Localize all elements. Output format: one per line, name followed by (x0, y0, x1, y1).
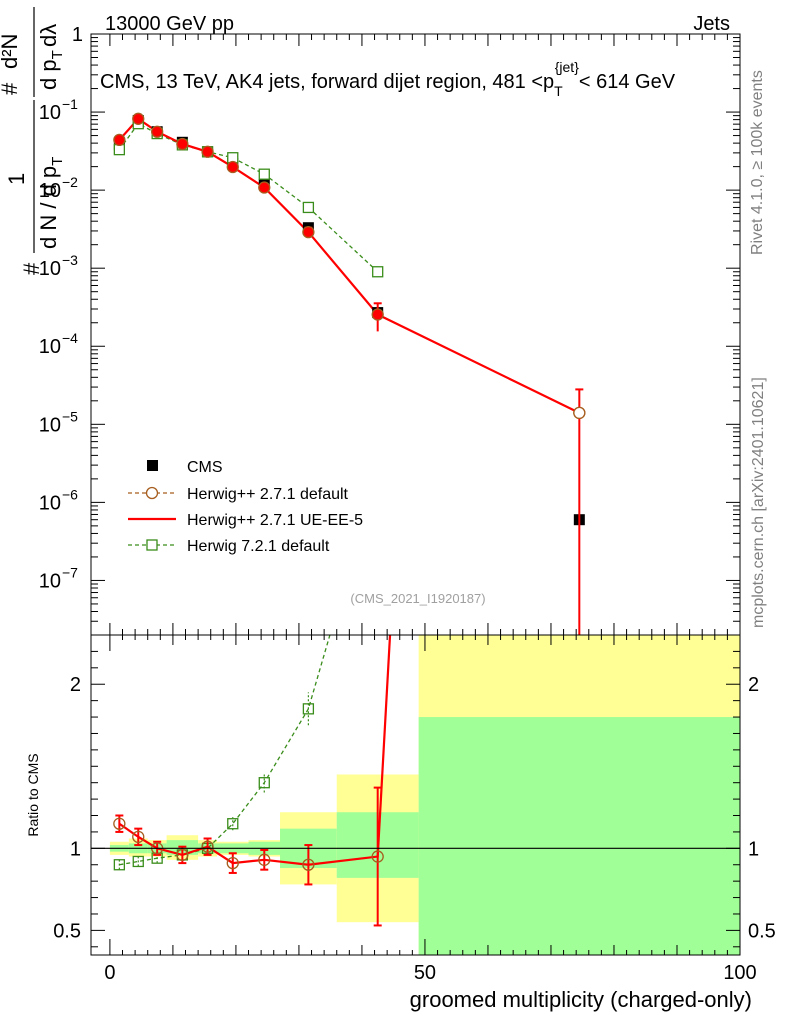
herwigpp-point (226, 160, 239, 174)
ratio-herwig7-point (113, 859, 126, 871)
y-tick-label: 10 (39, 492, 61, 514)
legend-label-cms: CMS (187, 459, 223, 476)
herwigpp-point (151, 125, 164, 138)
x-tick-label: 50 (414, 962, 436, 984)
legend-item-herwig7: Herwig 7.2.1 default (128, 538, 330, 555)
ratio-herwig7-point (302, 703, 315, 715)
legend-marker-herwigpp-default (145, 486, 159, 500)
ratio-herwig7-line (119, 635, 331, 866)
plot-title-tail: < 614 GeV (579, 71, 676, 93)
ratio-herwigpp-ueee5-line (118, 635, 392, 866)
ratio-uncertainty-bands (109, 635, 740, 955)
ratio-plot-axes: 0.5 0.5 1 1 2 2 0 50 100 (53, 634, 776, 984)
mcplots-label: mcplots.cern.ch [arXiv:2401.10621] (750, 377, 767, 628)
ratio-herwigpp-point (371, 850, 384, 863)
herwigpp-default-line (118, 117, 580, 414)
ylabel-hash-right: # (0, 82, 22, 95)
ratio-y-axis-label: Ratio to CMS (25, 753, 41, 836)
analysis-id-watermark: (CMS_2021_I1920187) (350, 591, 485, 606)
ylabel-denominator: d N / d pT (36, 157, 66, 249)
herwig7-point (302, 201, 315, 214)
y-tick-exponent: −5 (62, 408, 78, 424)
ratio-herwigpp-point (201, 840, 214, 853)
y-tick-exponent: −2 (62, 174, 78, 190)
ratio-y-tick-label: 2 (70, 674, 81, 696)
ratio-y-tick-label-right: 0.5 (748, 920, 776, 942)
header-left: 13000 GeV pp (105, 13, 234, 35)
legend-marker-cms (147, 460, 158, 471)
herwig7-line (118, 122, 379, 273)
main-plot-series (113, 112, 586, 635)
herwigpp-point (371, 308, 384, 321)
y-axis-label: # 1 d N / d pT # d pT d²N dλ (0, 7, 66, 275)
legend-item-cms: CMS (147, 459, 223, 476)
legend: CMS Herwig++ 2.7.1 default Herwig++ 2.7.… (128, 459, 363, 555)
y-tick-label: 10 (39, 180, 61, 202)
ylabel-d2n: d²N (0, 34, 22, 69)
ratio-y-tick-label-right: 1 (748, 838, 759, 860)
y-tick-label: 10 (39, 258, 61, 280)
y-tick-exponent: −6 (62, 486, 78, 502)
ylabel-dpt: d pT (36, 50, 66, 90)
ratio-herwig7-point (373, 466, 383, 476)
ratio-herwigpp-point (113, 817, 126, 830)
y-tick-exponent: −1 (62, 96, 78, 112)
ratio-herwig7-point (132, 855, 144, 868)
ylabel-one: 1 (4, 173, 29, 185)
ratio-band-inner (418, 717, 740, 955)
plot-title: CMS, 13 TeV, AK4 jets, forward dijet reg… (100, 59, 676, 99)
ratio-herwigpp-point (258, 853, 271, 866)
ratio-herwigpp-point (176, 848, 189, 862)
x-tick-label: 100 (723, 962, 756, 984)
legend-marker-herwig7 (146, 539, 158, 551)
herwigpp-point (258, 181, 271, 194)
legend-item-herwigpp-default: Herwig++ 2.7.1 default (128, 486, 349, 503)
main-plot: 110−110−210−310−410−510−610−7 CMS, 13 Te… (0, 7, 741, 636)
ratio-herwig7-point (227, 818, 239, 830)
header-right: Jets (693, 13, 730, 35)
herwig7-point (258, 168, 270, 180)
legend-label-herwig7: Herwig 7.2.1 default (187, 538, 330, 555)
herwigpp-point (302, 225, 315, 239)
plot-title-sub: T (554, 83, 563, 99)
ratio-herwigpp-point (226, 856, 239, 870)
ratio-y-tick-label-right: 2 (748, 674, 759, 696)
y-tick-label: 10 (39, 336, 61, 358)
plot-title-main: CMS, 13 TeV, AK4 jets, forward dijet reg… (100, 71, 554, 93)
ratio-plot: 0.5 0.5 1 1 2 2 0 50 100 Ratio to CMS groomed mu… (25, 466, 776, 1012)
plot-title-sup: {jet} (555, 59, 579, 75)
herwigpp-point (132, 112, 145, 125)
y-tick-label: 10 (39, 570, 61, 592)
ratio-herwigpp-point (132, 830, 145, 843)
ratio-y-tick-label: 0.5 (53, 920, 81, 942)
y-tick-exponent: −3 (62, 252, 78, 268)
rivet-version-label: Rivet 4.1.0, ≥ 100k events (749, 70, 766, 255)
ratio-y-tick-label: 1 (70, 838, 81, 860)
herwigpp-point (201, 145, 214, 158)
legend-item-herwigpp-ueee5: Herwig++ 2.7.1 UE-EE-5 (128, 512, 363, 529)
herwigpp-point (176, 137, 189, 151)
y-tick-exponent: −4 (62, 330, 78, 346)
ylabel-hash-left: # (19, 262, 44, 275)
legend-label-herwigpp-ueee5: Herwig++ 2.7.1 UE-EE-5 (187, 512, 363, 529)
ratio-herwigpp-point (302, 858, 315, 871)
legend-label-herwigpp-default: Herwig++ 2.7.1 default (187, 486, 349, 503)
main-plot-axes: 110−110−210−310−410−510−610−7 (39, 24, 741, 636)
ratio-plot-frame (90, 634, 741, 956)
herwig7-point (372, 266, 384, 278)
herwigpp-point (113, 133, 126, 147)
herwig7-point (113, 143, 126, 156)
y-tick-label: 10 (39, 102, 61, 124)
ylabel-dlambda: dλ (36, 24, 61, 47)
y-tick-label: 1 (72, 24, 83, 46)
ratio-herwig7-point (258, 777, 270, 789)
x-tick-label: 0 (104, 962, 115, 984)
herwigpp-ueee5-line (118, 117, 580, 414)
y-tick-exponent: −7 (62, 564, 78, 580)
y-tick-label: 10 (39, 414, 61, 436)
herwigpp-point-open (573, 406, 586, 420)
x-axis-label: groomed multiplicity (charged-only) (410, 987, 752, 1012)
